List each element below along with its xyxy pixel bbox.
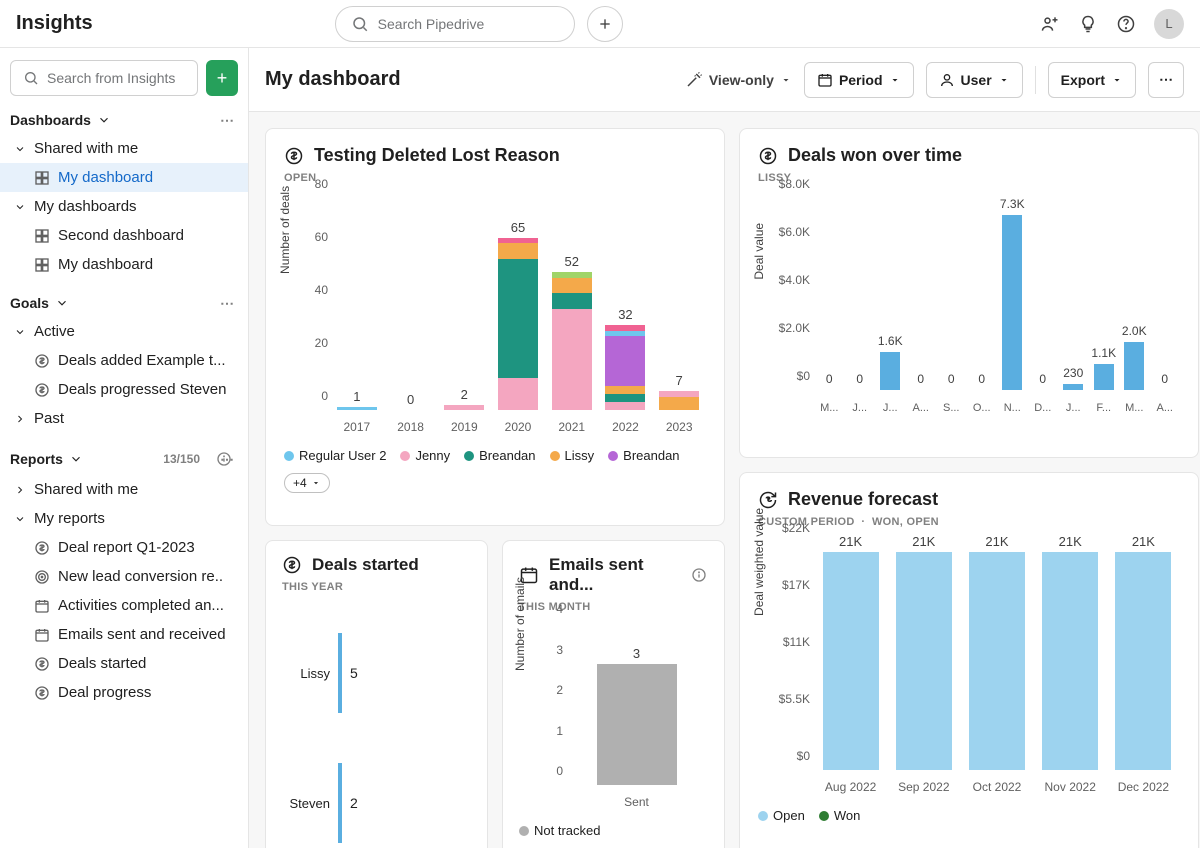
app-title: Insights bbox=[16, 12, 93, 35]
chevron-down-icon bbox=[14, 326, 26, 338]
money-icon bbox=[34, 382, 50, 398]
sidebar-report-item[interactable]: Deals started bbox=[0, 649, 248, 678]
target-icon bbox=[34, 569, 50, 585]
more-icon[interactable]: ⋯ bbox=[220, 112, 234, 129]
group-my-reports[interactable]: My reports bbox=[0, 504, 248, 533]
sidebar-report-item[interactable]: Activities completed an... bbox=[0, 591, 248, 620]
chevron-down-icon bbox=[55, 296, 69, 310]
global-search[interactable]: Search Pipedrive bbox=[335, 6, 575, 42]
invite-icon[interactable] bbox=[1040, 14, 1060, 34]
user-icon bbox=[939, 72, 955, 88]
add-button[interactable] bbox=[587, 6, 623, 42]
section-dashboards[interactable]: Dashboards ⋯ bbox=[0, 106, 248, 134]
money-icon bbox=[34, 540, 50, 556]
money-icon bbox=[282, 555, 302, 575]
legend-more[interactable]: +4 bbox=[284, 473, 330, 493]
money-icon bbox=[34, 685, 50, 701]
sidebar-item-second-dashboard[interactable]: Second dashboard bbox=[0, 221, 248, 250]
card-title: Testing Deleted Lost Reason bbox=[314, 145, 560, 166]
search-icon bbox=[21, 68, 41, 88]
sidebar-add-button[interactable]: + bbox=[206, 60, 238, 96]
info-icon[interactable] bbox=[690, 565, 708, 585]
user-avatar[interactable]: L bbox=[1154, 9, 1184, 39]
dashboard-header: My dashboard View-only Period User Expor… bbox=[249, 48, 1200, 112]
sidebar-search[interactable]: Search from Insights bbox=[10, 60, 198, 96]
chart-testing: Number of deals 020406080 1026552327 201… bbox=[284, 198, 706, 438]
legend: Regular User 2JennyBreandanLissyBreandan… bbox=[284, 448, 706, 493]
sidebar-report-item[interactable]: New lead conversion re.. bbox=[0, 562, 248, 591]
chart-emails: Number of emails 01234 3 Sent bbox=[519, 623, 708, 813]
chevron-down-icon bbox=[14, 143, 26, 155]
more-icon[interactable]: ⋯ bbox=[220, 295, 234, 312]
card-revenue: Revenue forecast CUSTOM PERIOD · WON, OP… bbox=[739, 472, 1199, 848]
sidebar-item-my-dashboard[interactable]: My dashboard bbox=[0, 163, 248, 192]
card-deals-started: Deals started THIS YEAR Lissy5Steven28 N… bbox=[265, 540, 488, 848]
chevron-down-icon bbox=[14, 201, 26, 213]
calendar-icon bbox=[817, 72, 833, 88]
topbar-actions: L bbox=[1040, 9, 1184, 39]
dashboard-icon bbox=[34, 228, 50, 244]
money-icon bbox=[34, 656, 50, 672]
money-icon bbox=[34, 353, 50, 369]
money-icon bbox=[284, 146, 304, 166]
wand-icon bbox=[685, 71, 703, 89]
caret-down-icon bbox=[889, 74, 901, 86]
group-past[interactable]: Past bbox=[0, 404, 248, 433]
sidebar-search-placeholder: Search from Insights bbox=[47, 70, 175, 86]
chevron-right-icon bbox=[14, 484, 26, 496]
group-my-dashboards[interactable]: My dashboards bbox=[0, 192, 248, 221]
caret-down-icon bbox=[780, 74, 792, 86]
money-icon bbox=[758, 146, 778, 166]
overflow-button[interactable]: ⋯ bbox=[1148, 62, 1184, 98]
global-search-placeholder: Search Pipedrive bbox=[378, 16, 485, 32]
period-button[interactable]: Period bbox=[804, 62, 914, 98]
topbar: Insights Search Pipedrive L bbox=[0, 0, 1200, 48]
sidebar: Search from Insights + Dashboards ⋯ Shar… bbox=[0, 48, 249, 848]
sidebar-item-goal-1[interactable]: Deals added Example t... bbox=[0, 346, 248, 375]
chevron-down-icon bbox=[14, 513, 26, 525]
search-icon bbox=[350, 14, 370, 34]
main: My dashboard View-only Period User Expor… bbox=[249, 48, 1200, 848]
sidebar-report-item[interactable]: Emails sent and received bbox=[0, 620, 248, 649]
chart-deals-won: Deal value $0$2.0K$4.0K$6.0K$8.0K 001.6K… bbox=[758, 198, 1180, 418]
view-mode[interactable]: View-only bbox=[685, 71, 792, 89]
calendar-icon bbox=[34, 598, 50, 614]
bulb-icon[interactable] bbox=[1078, 14, 1098, 34]
help-icon[interactable] bbox=[1116, 14, 1136, 34]
chevron-right-icon bbox=[14, 413, 26, 425]
dashboard-title: My dashboard bbox=[265, 68, 401, 91]
dashboard-icon bbox=[34, 257, 50, 273]
reports-counter: 13/150 bbox=[163, 452, 200, 466]
section-goals[interactable]: Goals ⋯ bbox=[0, 289, 248, 317]
group-active[interactable]: Active bbox=[0, 317, 248, 346]
card-subtitle: OPEN bbox=[284, 172, 706, 184]
caret-down-icon bbox=[1111, 74, 1123, 86]
sidebar-report-item[interactable]: Deal report Q1-2023 bbox=[0, 533, 248, 562]
calendar-icon bbox=[34, 627, 50, 643]
chart-revenue: Deal weighted value $0$5.5K$11K$17K$22K … bbox=[758, 542, 1180, 798]
card-testing: Testing Deleted Lost Reason OPEN Number … bbox=[265, 128, 725, 526]
group-shared[interactable]: Shared with me bbox=[0, 134, 248, 163]
export-button[interactable]: Export bbox=[1048, 62, 1136, 98]
section-reports[interactable]: Reports 13/150 ⋯ bbox=[0, 443, 248, 475]
sidebar-item-my-dashboard-2[interactable]: My dashboard bbox=[0, 250, 248, 279]
user-button[interactable]: User bbox=[926, 62, 1023, 98]
card-deals-won: Deals won over time LISSY Deal value $0$… bbox=[739, 128, 1199, 458]
sidebar-report-item[interactable]: Deal progress bbox=[0, 678, 248, 707]
legend: OpenWon bbox=[758, 808, 1180, 823]
card-emails: Emails sent and... THIS MONTH Number of … bbox=[502, 540, 725, 848]
more-icon[interactable]: ⋯ bbox=[220, 451, 234, 468]
caret-down-icon bbox=[998, 74, 1010, 86]
dashboard-icon bbox=[34, 170, 50, 186]
group-reports-shared[interactable]: Shared with me bbox=[0, 475, 248, 504]
chevron-down-icon bbox=[97, 113, 111, 127]
refresh-icon bbox=[758, 490, 778, 510]
chevron-down-icon bbox=[69, 452, 83, 466]
legend: Not tracked bbox=[519, 823, 708, 838]
sidebar-item-goal-2[interactable]: Deals progressed Steven bbox=[0, 375, 248, 404]
